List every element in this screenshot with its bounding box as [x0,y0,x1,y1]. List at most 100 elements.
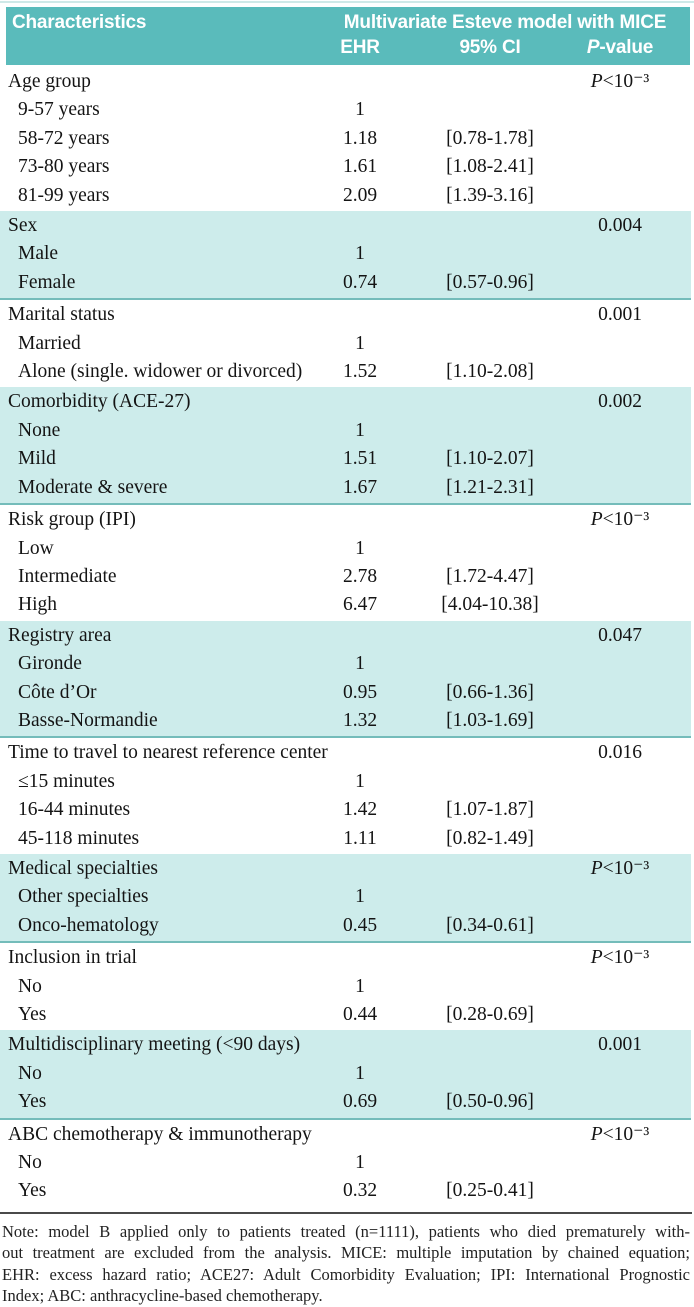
ehr-cell [320,388,400,416]
ehr-cell: 1 [355,537,365,559]
header-row-2: EHR 95% CI P-value [6,35,690,60]
pvalue-cell [580,1001,660,1029]
pvalue-cell: 0.016 [598,742,642,764]
ci-cell [400,330,580,358]
ci-cell: [0.78-1.78] [446,127,534,149]
pvalue-cell [580,153,660,181]
characteristic-cell: Mild [18,448,56,470]
pvalue-cell [580,973,660,1001]
footnote: Note: model B applied only to patients t… [0,1221,694,1307]
table-section: Medical specialties P<10⁻³ Other specialti… [0,853,691,944]
ci-cell [400,417,580,445]
table-row: 81-99 years 2.09 [1.39-3.16] [0,182,691,210]
characteristic-cell: Risk group (IPI) [8,509,136,531]
ehr-cell: 1 [355,99,365,121]
table-section: Age group P<10⁻³ 9-57 years 1 58-72 years 1.1… [0,67,691,212]
ci-cell [400,212,580,240]
characteristic-cell: 58-72 years [18,127,110,149]
table-row: 9-57 years 1 [0,96,691,124]
section-header-row: Multidisciplinary meeting (<90 days) 0.00… [0,1031,691,1059]
pvalue-cell [580,535,660,563]
header-col-ci: 95% CI [459,37,521,58]
pvalue-rest: -value [599,37,654,58]
section-header-row: Inclusion in trial P<10⁻³ [0,944,691,972]
ci-cell: [0.50-0.96] [446,1091,534,1113]
ehr-cell [320,855,400,883]
pvalue-cell [580,269,660,297]
table-row: Yes 0.44 [0.28-0.69] [0,1001,691,1029]
table-row: Other specialties 1 [0,883,691,911]
ci-cell: [0.82-1.49] [446,827,534,849]
ehr-cell: 1 [355,1152,365,1174]
ehr-cell [320,739,400,767]
ehr-cell: 1 [355,419,365,441]
ehr-cell: 2.09 [342,184,378,206]
header-col-pvalue: P-value [580,35,660,60]
table-row: Mild 1.51 [1.10-2.07] [0,445,691,473]
ehr-cell [320,506,400,534]
ehr-cell: 1.32 [342,709,378,731]
pvalue-cell [580,768,660,796]
footnote-line: out treatment are excluded from the anal… [2,1243,690,1263]
ci-cell [400,388,580,416]
ci-cell [400,506,580,534]
ehr-cell: 1.52 [342,361,378,383]
characteristic-cell: Moderate & severe [18,476,168,498]
ci-cell [400,650,580,678]
ehr-cell: 0.69 [342,1091,378,1113]
footnote-line: EHR: excess hazard ratio; ACE27: Adult C… [2,1264,690,1284]
characteristic-cell: Yes [18,1180,47,1202]
pvalue-cell: P<10⁻³ [590,1123,650,1145]
header-characteristics: Characteristics [12,12,147,33]
ehr-cell: 1.61 [342,156,378,178]
ehr-cell [320,622,400,650]
table-section: Time to travel to nearest reference cent… [0,738,691,854]
table-row: No 1 [0,973,691,1001]
ehr-cell: 1.67 [342,476,378,498]
characteristic-cell: Comorbidity (ACE-27) [8,391,191,413]
table-row: Female 0.74 [0.57-0.96] [0,269,691,297]
ehr-cell: 1 [355,243,365,265]
characteristic-cell: Côte d’Or [18,681,97,703]
ehr-cell: 2.78 [342,565,378,587]
characteristic-cell: Alone (single. widower or divorced) [18,361,303,383]
pvalue-cell [580,445,660,473]
table-row: Moderate & severe 1.67 [1.21-2.31] [0,474,691,502]
ehr-cell: 1 [355,332,365,354]
characteristic-cell: 9-57 years [18,99,100,121]
characteristic-cell: No [18,1152,42,1174]
table-header: Characteristics Multivariate Esteve mode… [6,7,690,65]
characteristic-cell: Other specialties [18,886,149,908]
characteristic-cell: Inclusion in trial [8,947,137,969]
ci-cell: [1.10-2.07] [446,448,534,470]
pvalue-cell [580,591,660,619]
table-row: No 1 [0,1060,691,1088]
table-section: Inclusion in trial P<10⁻³ No 1 Yes 0.44 [0.28-… [0,943,691,1031]
ci-cell: [4.04-10.38] [441,594,539,616]
table-row: 16-44 minutes 1.42 [1.07-1.87] [0,796,691,824]
ci-cell [400,883,580,911]
characteristic-cell: 16-44 minutes [18,799,131,821]
characteristic-cell: Medical specialties [8,857,158,879]
pvalue-cell: P<10⁻³ [590,509,650,531]
ci-cell [400,96,580,124]
characteristic-cell: Age group [8,71,91,92]
ci-cell: [1.39-3.16] [446,184,534,206]
ehr-cell: 1.11 [343,827,377,849]
pvalue-cell: 0.004 [598,215,642,237]
table-row: Male 1 [0,240,691,268]
pvalue-cell [580,912,660,940]
pvalue-cell: 0.001 [598,304,642,326]
pvalue-cell [580,650,660,678]
table-row: ≤15 minutes 1 [0,768,691,796]
ci-cell: [0.28-0.69] [446,1004,534,1025]
table-row: Basse-Normandie 1.32 [1.03-1.69] [0,707,691,735]
pvalue-italic-p: P [586,37,600,58]
table-row: Gironde 1 [0,650,691,678]
table-row: High 6.47 [4.04-10.38] [0,591,691,619]
ci-cell [400,1060,580,1088]
characteristic-cell: Male [18,243,59,265]
ci-cell [400,855,580,883]
ci-cell [400,240,580,268]
ehr-cell: 1 [355,975,365,997]
